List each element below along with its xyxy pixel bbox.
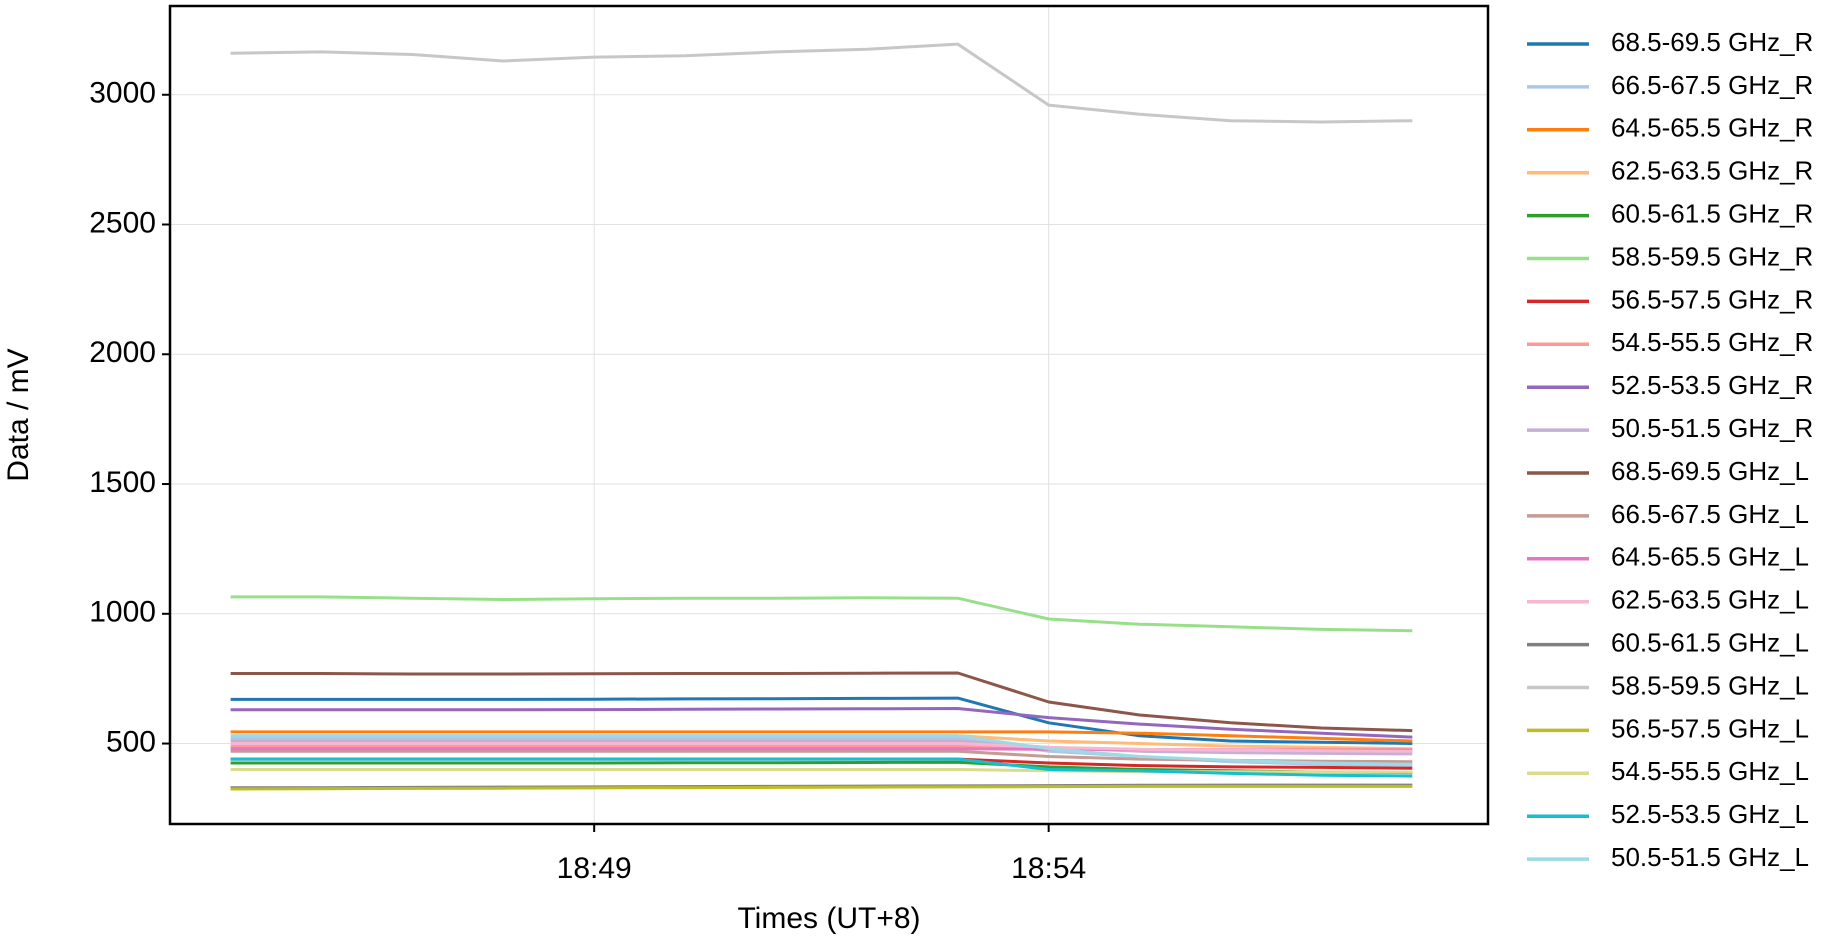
series-line [230,671,1413,733]
legend-label: 64.5-65.5 GHz_L [1611,542,1809,572]
legend-label: 58.5-59.5 GHz_R [1611,241,1813,271]
series-line [230,696,1413,745]
legend-label: 52.5-53.5 GHz_L [1611,799,1809,829]
plot-frame [168,4,1490,826]
legend-label: 68.5-69.5 GHz_R [1611,27,1813,57]
legend-label: 58.5-59.5 GHz_L [1611,670,1809,700]
legend-label: 68.5-69.5 GHz_L [1611,456,1809,486]
legend-label: 54.5-55.5 GHz_R [1611,327,1813,357]
series-line [230,730,1413,743]
legend-label: 56.5-57.5 GHz_R [1611,284,1813,314]
x-tick-label: 18:49 [557,852,632,885]
y-tick-label: 1000 [89,596,156,629]
legend-label: 62.5-63.5 GHz_R [1611,156,1813,186]
series-line [230,42,1413,124]
legend-label: 66.5-67.5 GHz_R [1611,70,1813,100]
legend-label: 52.5-53.5 GHz_R [1611,370,1813,400]
x-tick-label: 18:54 [1011,852,1086,885]
legend-label: 64.5-65.5 GHz_R [1611,113,1813,143]
legend-label: 56.5-57.5 GHz_L [1611,713,1809,743]
series-line [230,734,1413,766]
series-line [230,595,1413,633]
legend-label: 66.5-67.5 GHz_L [1611,499,1809,529]
y-tick-label: 2500 [89,206,156,239]
y-axis-label: Data / mV [2,348,35,481]
legend-label: 50.5-51.5 GHz_R [1611,413,1813,443]
series-line [230,707,1413,739]
y-tick-label: 1500 [89,466,156,499]
series-line [230,739,1413,756]
y-tick-label: 2000 [89,336,156,369]
legend-label: 50.5-51.5 GHz_L [1611,842,1809,872]
x-axis-label: Times (UT+8) [737,902,920,935]
legend-label: 62.5-63.5 GHz_L [1611,585,1809,615]
series-line [230,742,1413,753]
legend-label: 60.5-61.5 GHz_R [1611,198,1813,228]
series-line [230,757,1413,778]
legend-label: 60.5-61.5 GHz_L [1611,627,1809,657]
y-tick-label: 3000 [89,77,156,110]
legend-label: 54.5-55.5 GHz_L [1611,756,1809,786]
y-tick-label: 500 [106,725,156,758]
series-line [230,784,1413,791]
